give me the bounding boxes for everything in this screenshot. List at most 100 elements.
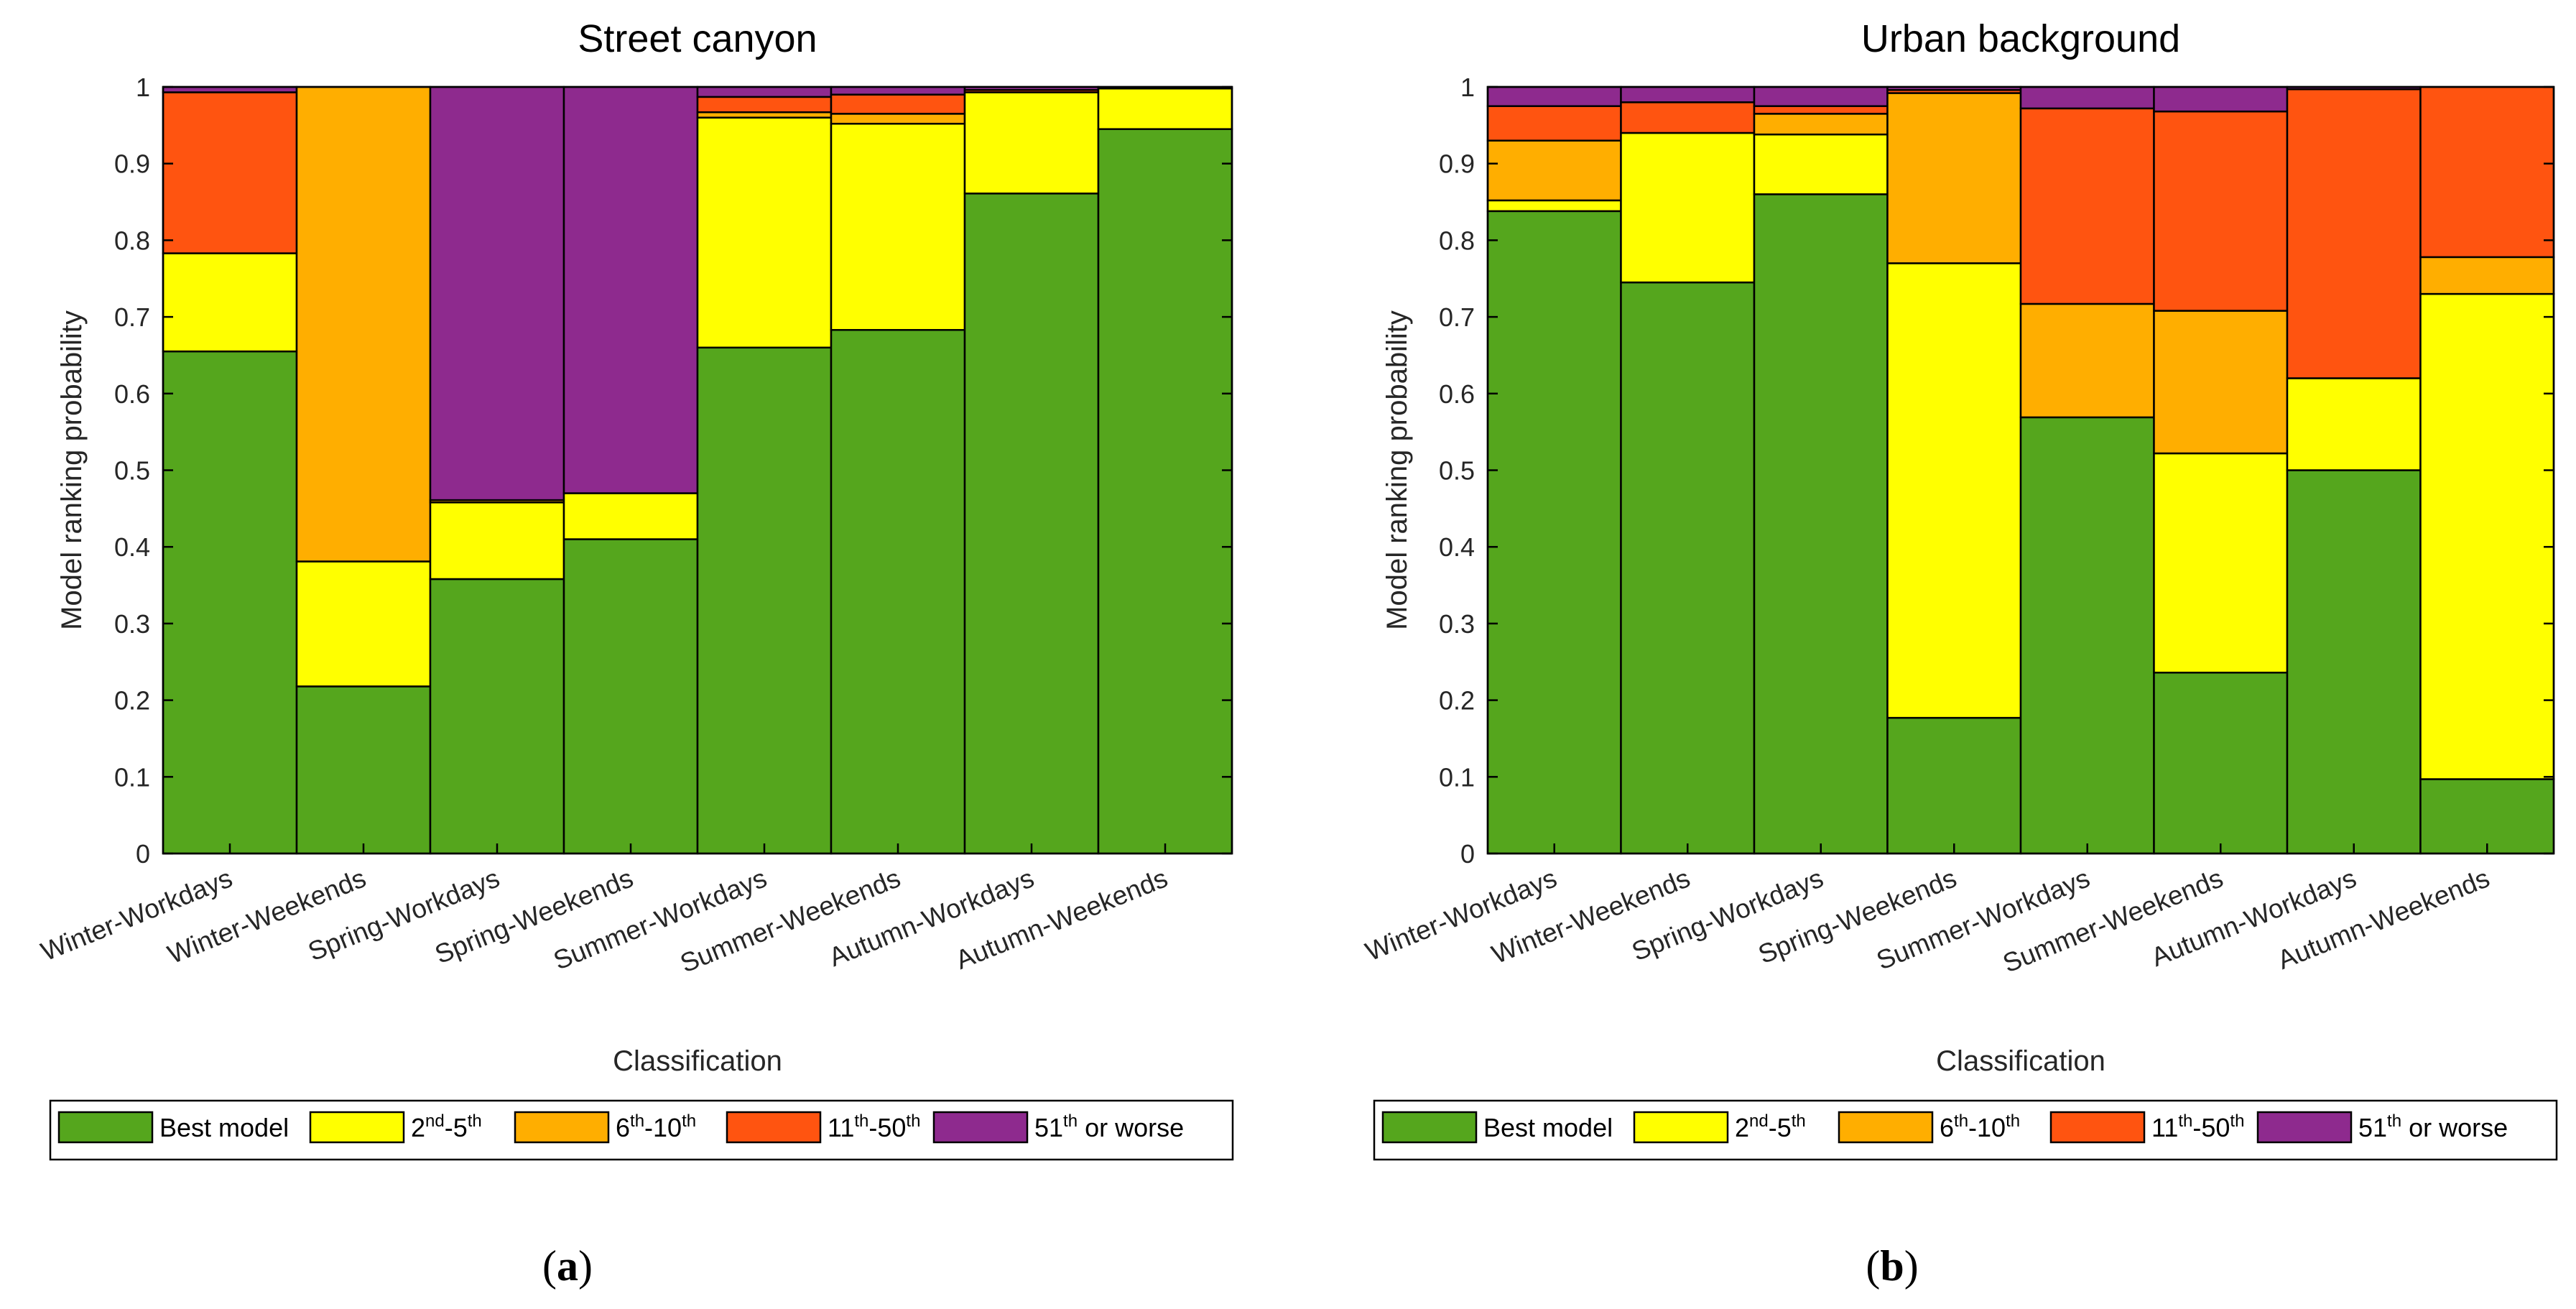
legend-label: 2nd-5th: [411, 1111, 482, 1142]
bar-segment: [2286, 88, 2422, 379]
bar-segment: [2419, 256, 2555, 295]
bar-segment: [1753, 85, 1889, 107]
y-tick-label: 0.3: [114, 609, 150, 639]
y-tick-label: 0.5: [114, 456, 150, 486]
bar-segment: [2153, 452, 2289, 674]
bar-segment: [830, 93, 966, 115]
bar-segment: [1486, 85, 1622, 107]
bar-segment: [2019, 107, 2155, 305]
x-tick-label: Summer-Weekends: [676, 863, 904, 978]
bar-segment: [696, 346, 833, 855]
x-axis-label: Classification: [1936, 1045, 2105, 1077]
panel-label: (b): [1866, 1242, 1918, 1290]
bar-segment: [429, 501, 565, 581]
y-tick-label: 0.1: [114, 762, 150, 792]
y-axis-label: Model ranking probability: [1381, 310, 1413, 630]
legend-swatch: [726, 1111, 822, 1144]
y-tick-label: 0: [1460, 839, 1475, 869]
legend-label: 6th-10th: [616, 1111, 696, 1142]
bar-segment: [1620, 101, 1756, 134]
x-axis-label: Classification: [613, 1045, 782, 1077]
bar-segment: [696, 85, 833, 98]
bar-segment: [1753, 113, 1889, 136]
y-tick-label: 0.7: [1439, 302, 1475, 332]
bar-segment: [1486, 210, 1622, 855]
bar-segment: [1886, 262, 2022, 719]
legend-swatch: [1381, 1111, 1478, 1144]
bar-segment: [2419, 778, 2555, 855]
bar-segment: [830, 85, 966, 96]
bar-segment: [963, 91, 1100, 195]
y-tick-label: 1: [1460, 73, 1475, 102]
bar-segment: [162, 350, 298, 855]
legend: Best model 2nd-5th 6th-10th 11th-50th 51th o…: [1373, 1099, 2558, 1161]
bar-segment: [295, 560, 432, 688]
y-tick-label: 0: [136, 839, 150, 869]
panel-label: (a): [542, 1242, 593, 1290]
chart-title: Urban background: [1861, 17, 2180, 60]
legend-swatch: [57, 1111, 154, 1144]
bar-segment: [963, 193, 1100, 855]
bar-segment: [2153, 310, 2289, 455]
legend-box: [49, 1099, 1234, 1161]
y-tick-label: 0.8: [114, 226, 150, 255]
y-tick-label: 0.6: [114, 379, 150, 409]
bar-segment: [1753, 193, 1889, 855]
bar-segment: [696, 116, 833, 349]
bar-segment: [562, 85, 699, 494]
legend-label: 6th-10th: [1940, 1111, 2020, 1142]
legend-swatch: [1838, 1111, 1934, 1144]
legend-box: [1373, 1099, 2558, 1161]
y-tick-label: 0.5: [1439, 456, 1475, 486]
legend-swatch: [932, 1111, 1029, 1144]
bar-segment: [295, 685, 432, 855]
legend-label: 11th-50th: [828, 1111, 920, 1142]
bar-segment: [2419, 292, 2555, 780]
legend: Best model 2nd-5th 6th-10th 11th-50th 51th o…: [49, 1099, 1234, 1161]
bar-segment: [1486, 105, 1622, 142]
bar-segment: [295, 85, 432, 563]
bar-segment: [162, 91, 298, 254]
legend-swatch: [1633, 1111, 1729, 1144]
legend-swatch: [309, 1111, 405, 1144]
y-tick-label: 0.4: [114, 532, 150, 562]
bar-segment: [429, 85, 565, 501]
legend-label: 51th or worse: [2358, 1111, 2508, 1142]
bar-segment: [2286, 377, 2422, 471]
legend-label: 2nd-5th: [1735, 1111, 1806, 1142]
bar-segment: [2153, 85, 2289, 113]
bar-segment: [830, 328, 966, 855]
y-tick-label: 0.8: [1439, 226, 1475, 255]
legend-swatch: [514, 1111, 610, 1144]
bar-segment: [162, 252, 298, 353]
bar-segment: [1753, 105, 1889, 115]
x-tick-label: Summer-Weekends: [1998, 863, 2227, 978]
bar-segment: [1886, 716, 2022, 855]
y-tick-label: 0.7: [114, 302, 150, 332]
bar-segment: [1486, 199, 1622, 213]
legend-label: Best model: [159, 1113, 289, 1142]
bar-segment: [2153, 671, 2289, 855]
y-axis-label: Model ranking probability: [56, 310, 88, 630]
x-tick-label: Summer-Workdays: [1872, 863, 2093, 975]
bar-segment: [2286, 469, 2422, 855]
y-tick-label: 0.2: [114, 686, 150, 716]
bar-segment: [1886, 92, 2022, 264]
chart-title: Street canyon: [578, 17, 817, 60]
bar-segment: [2153, 110, 2289, 312]
bar-segment: [562, 538, 699, 855]
y-tick-label: 0.4: [1439, 532, 1475, 562]
legend-label: 51th or worse: [1034, 1111, 1184, 1142]
bar-segment: [1097, 87, 1233, 130]
bar-segment: [1620, 281, 1756, 855]
x-tick-label: Summer-Workdays: [550, 863, 771, 975]
bar-segment: [562, 492, 699, 540]
y-tick-label: 1: [136, 73, 150, 102]
y-tick-label: 0.3: [1439, 609, 1475, 639]
legend-label: 11th-50th: [2151, 1111, 2244, 1142]
bar-segment: [830, 122, 966, 331]
bar-segment: [429, 578, 565, 855]
bar-segment: [1753, 133, 1889, 195]
bar-segment: [1486, 139, 1622, 202]
y-tick-label: 0.6: [1439, 379, 1475, 409]
